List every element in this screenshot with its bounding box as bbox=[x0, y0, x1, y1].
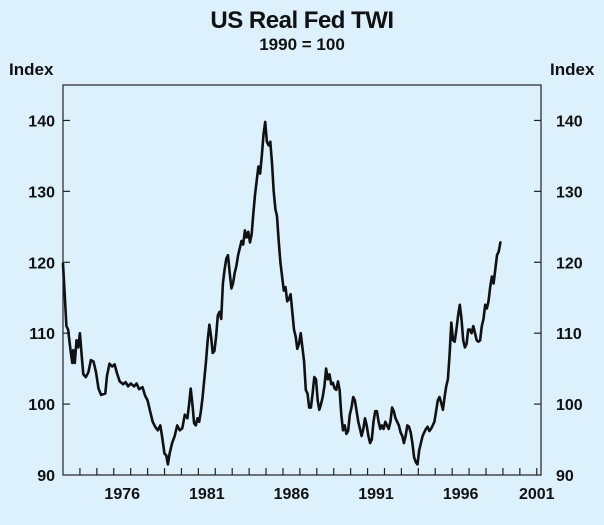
right-axis-unit: Index bbox=[550, 60, 595, 79]
right-y-tick-label: 120 bbox=[556, 255, 583, 272]
right-y-tick-label: 140 bbox=[556, 113, 583, 130]
right-y-tick-label: 90 bbox=[556, 468, 574, 485]
plot-area bbox=[62, 84, 542, 476]
x-tick-label: 1976 bbox=[104, 486, 140, 503]
left-y-tick-label: 90 bbox=[37, 468, 55, 485]
x-tick-label: 1986 bbox=[274, 486, 310, 503]
x-axis-ticks: 1976 1981 1986 1991 1996 2001 bbox=[79, 468, 555, 503]
series-line bbox=[61, 120, 502, 466]
right-y-tick-label: 100 bbox=[556, 397, 583, 414]
chart-title: US Real Fed TWI bbox=[210, 7, 394, 34]
y-axis-ticks: 90 90 100 100 110 110 120 120 130 130 140 140 bbox=[28, 113, 583, 485]
right-y-tick-label: 130 bbox=[556, 184, 583, 201]
left-y-tick-label: 130 bbox=[28, 184, 55, 201]
left-y-tick-label: 120 bbox=[28, 255, 55, 272]
x-tick-label: 2001 bbox=[519, 486, 555, 503]
chart-subtitle: 1990 = 100 bbox=[259, 35, 345, 54]
x-tick-label: 1996 bbox=[443, 486, 479, 503]
right-y-tick-label: 110 bbox=[556, 326, 582, 343]
left-y-tick-label: 140 bbox=[28, 113, 55, 130]
x-tick-label: 1981 bbox=[189, 486, 225, 503]
left-axis-unit: Index bbox=[9, 60, 54, 79]
x-tick-label: 1991 bbox=[358, 486, 394, 503]
left-y-tick-label: 110 bbox=[29, 326, 55, 343]
left-y-tick-label: 100 bbox=[28, 397, 55, 414]
